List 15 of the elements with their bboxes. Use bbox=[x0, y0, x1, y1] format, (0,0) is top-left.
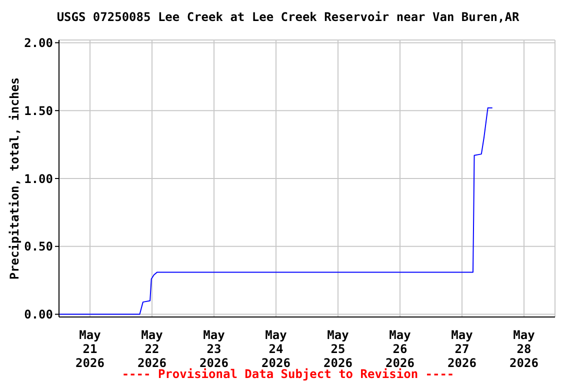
y-axis-title: Precipitation, total, inches bbox=[7, 77, 22, 280]
text: ---- Provisional Data Subject to Revision ---- bbox=[122, 367, 454, 381]
x-tick-label: May 27 2026 bbox=[448, 328, 476, 370]
x-tick-label: May 24 2026 bbox=[262, 328, 290, 370]
x-tick-label: May 28 2026 bbox=[510, 328, 538, 370]
y-tick-label: 0.50 bbox=[24, 240, 53, 254]
y-tick-label: 0.00 bbox=[24, 308, 53, 322]
x-tick-label: May 25 2026 bbox=[324, 328, 352, 370]
x-tick-label: May 21 2026 bbox=[76, 328, 104, 370]
x-tick-label: May 22 2026 bbox=[138, 328, 166, 370]
y-tick-label: 1.50 bbox=[24, 104, 53, 118]
y-tick-label: 2.00 bbox=[24, 36, 53, 50]
line-series bbox=[59, 107, 493, 315]
chart-title: USGS 07250085 Lee Creek at Lee Creek Reservoir near Van Buren,AR bbox=[56, 10, 520, 24]
y-tick-label: 1.00 bbox=[24, 172, 53, 186]
